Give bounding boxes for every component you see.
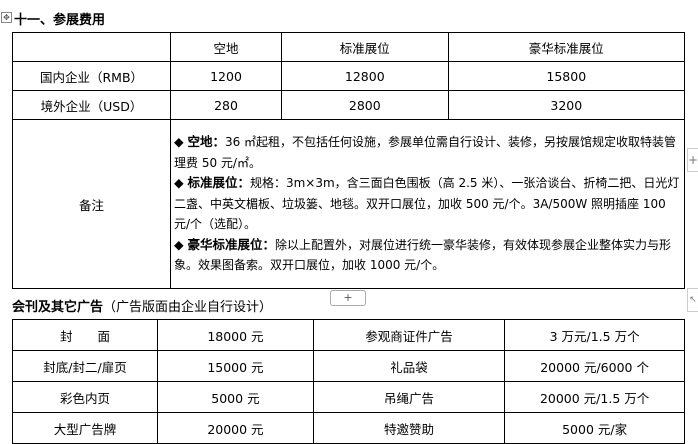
section2-subtitle: （广告版面由企业自行设计） [103, 300, 273, 315]
note-item: ◆ 豪华标准展位：除以上配置外，对展位进行统一豪华装修，有效体现参展企业整体实力… [174, 235, 681, 276]
header-cell: 空地 [169, 32, 283, 62]
cell: 5000 元/家 [504, 412, 685, 444]
note-item: ◆ 空地：36 ㎡起租，不包括任何设施，参展单位需自行设计、装修，另按展馆规定收… [174, 132, 681, 173]
cell: 280 [169, 90, 283, 120]
note-text: 36 ㎡起租，不包括任何设施，参展单位需自行设计、装修，另按展馆规定收取特装管理… [174, 135, 677, 170]
cell: 2800 [281, 90, 449, 120]
table-row: 大型广告牌 20000 元特邀赞助 5000 元/家 [12, 412, 685, 444]
advertising-table: 封 面 18000 元参观商证件广告 3 万元/1.5 万个 封底/封二/扉页 1500… [12, 319, 685, 444]
cell: 国内企业（RMB） [12, 61, 171, 91]
note-label: 标准展位： [187, 175, 250, 191]
cell: 封底/封二/扉页 [12, 350, 158, 382]
table-row: 彩色内页 5000 元吊绳广告 20000 元/1.5 万个 [12, 381, 685, 413]
note-label: 空地： [187, 134, 225, 150]
note-text: 除以上配置外，对展位进行统一豪华装修，有效体现参展企业整体实力与形象。效果图备索… [174, 237, 671, 273]
section-title: 十一、参展费用 [14, 13, 106, 28]
notes-label: 备注 [12, 119, 171, 289]
cell: 18000 元 [156, 319, 314, 351]
header-cell: 标准展位 [281, 32, 449, 62]
cell: 特邀赞助 [312, 412, 506, 444]
cell: 吊绳广告 [312, 381, 506, 413]
cell: 彩色内页 [12, 381, 158, 413]
cell: 5000 元 [156, 381, 314, 413]
cell: 15800 [447, 61, 686, 91]
exhibition-fee-table: 空地 标准展位 豪华标准展位 国内企业（RMB） 1200 12800 1580… [12, 32, 686, 289]
table-row: 封 面 18000 元参观商证件广告 3 万元/1.5 万个 [12, 319, 685, 351]
resize-handle[interactable]: ↖ [687, 288, 698, 312]
cell: 参观商证件广告 [312, 319, 506, 351]
cell: 礼品袋 [312, 350, 506, 382]
cell: 1200 [169, 61, 283, 91]
table-row: 封底/封二/扉页 15000 元礼品袋 20000 元/6000 个 [12, 350, 685, 382]
table-move-handle[interactable]: ✥ [1, 12, 12, 23]
notes-cell: ◆ 空地：36 ㎡起租，不包括任何设施，参展单位需自行设计、装修，另按展馆规定收… [170, 119, 685, 289]
cell: 3200 [447, 90, 686, 120]
diamond-bullet-icon: ◆ [174, 134, 184, 150]
table-header-row: 空地 标准展位 豪华标准展位 [12, 32, 686, 62]
diamond-bullet-icon: ◆ [174, 175, 184, 191]
section2-title: 会刊及其它广告（广告版面由企业自行设计） [12, 296, 272, 315]
header-cell [12, 32, 171, 62]
cell: 20000 元/6000 个 [504, 350, 685, 382]
cell: 15000 元 [156, 350, 314, 382]
add-row-button[interactable]: + [330, 290, 366, 306]
section2-heading: 会刊及其它广告 [12, 300, 104, 315]
diamond-bullet-icon: ◆ [174, 236, 184, 252]
table-row: 国内企业（RMB） 1200 12800 15800 [12, 61, 686, 91]
cell: 20000 元/1.5 万个 [504, 381, 685, 413]
add-column-button[interactable]: + [687, 148, 698, 172]
cell: 大型广告牌 [12, 412, 158, 444]
cell: 3 万元/1.5 万个 [504, 319, 685, 351]
table-row: 境外企业（USD） 280 2800 3200 [12, 90, 686, 120]
cell: 12800 [281, 61, 449, 91]
cell: 20000 元 [156, 412, 314, 444]
cell: 封 面 [12, 319, 158, 351]
note-item: ◆ 标准展位：规格：3m×3m，含三面白色围板（高 2.5 米）、一张洽谈台、折… [174, 173, 681, 235]
note-label: 豪华标准展位： [187, 236, 275, 252]
header-cell: 豪华标准展位 [447, 32, 686, 62]
notes-row: 备注 ◆ 空地：36 ㎡起租，不包括任何设施，参展单位需自行设计、装修，另按展馆… [12, 119, 685, 289]
cell: 境外企业（USD） [12, 90, 171, 120]
note-text: 规格：3m×3m，含三面白色围板（高 2.5 米）、一张洽谈台、折椅二把、日光灯… [174, 176, 680, 232]
